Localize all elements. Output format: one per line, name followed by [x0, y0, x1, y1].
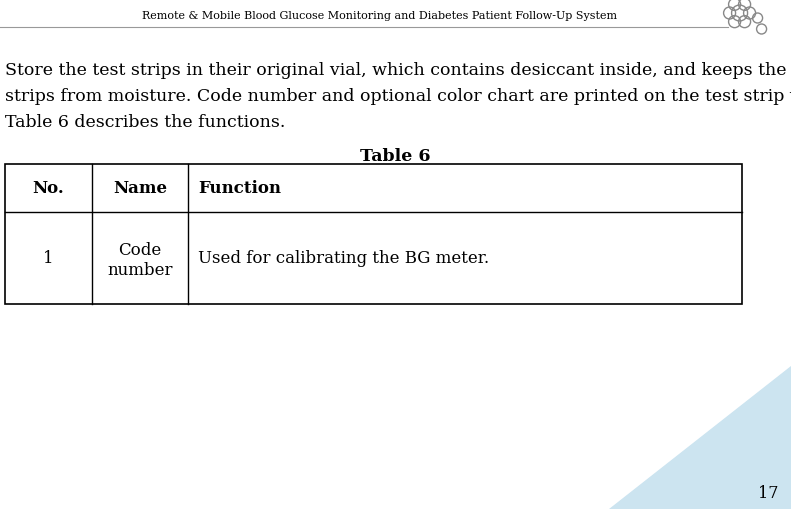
Text: strips from moisture. Code number and optional color chart are printed on the te: strips from moisture. Code number and op… [5, 88, 791, 105]
Text: Used for calibrating the BG meter.: Used for calibrating the BG meter. [198, 250, 489, 267]
Text: No.: No. [32, 180, 64, 197]
Text: Table 6: Table 6 [360, 148, 431, 165]
Text: Function: Function [198, 180, 281, 197]
Text: Table 6 describes the functions.: Table 6 describes the functions. [5, 114, 286, 131]
Text: 17: 17 [759, 484, 779, 501]
Text: number: number [108, 262, 172, 279]
Text: Remote & Mobile Blood Glucose Monitoring and Diabetes Patient Follow-Up System: Remote & Mobile Blood Glucose Monitoring… [142, 11, 617, 21]
Text: Store the test strips in their original vial, which contains desiccant inside, a: Store the test strips in their original … [5, 62, 791, 79]
Bar [5, 165, 742, 304]
Text: Name: Name [113, 180, 167, 197]
Text: 1: 1 [44, 250, 54, 267]
Polygon shape [609, 366, 791, 509]
Text: Code: Code [119, 242, 161, 259]
